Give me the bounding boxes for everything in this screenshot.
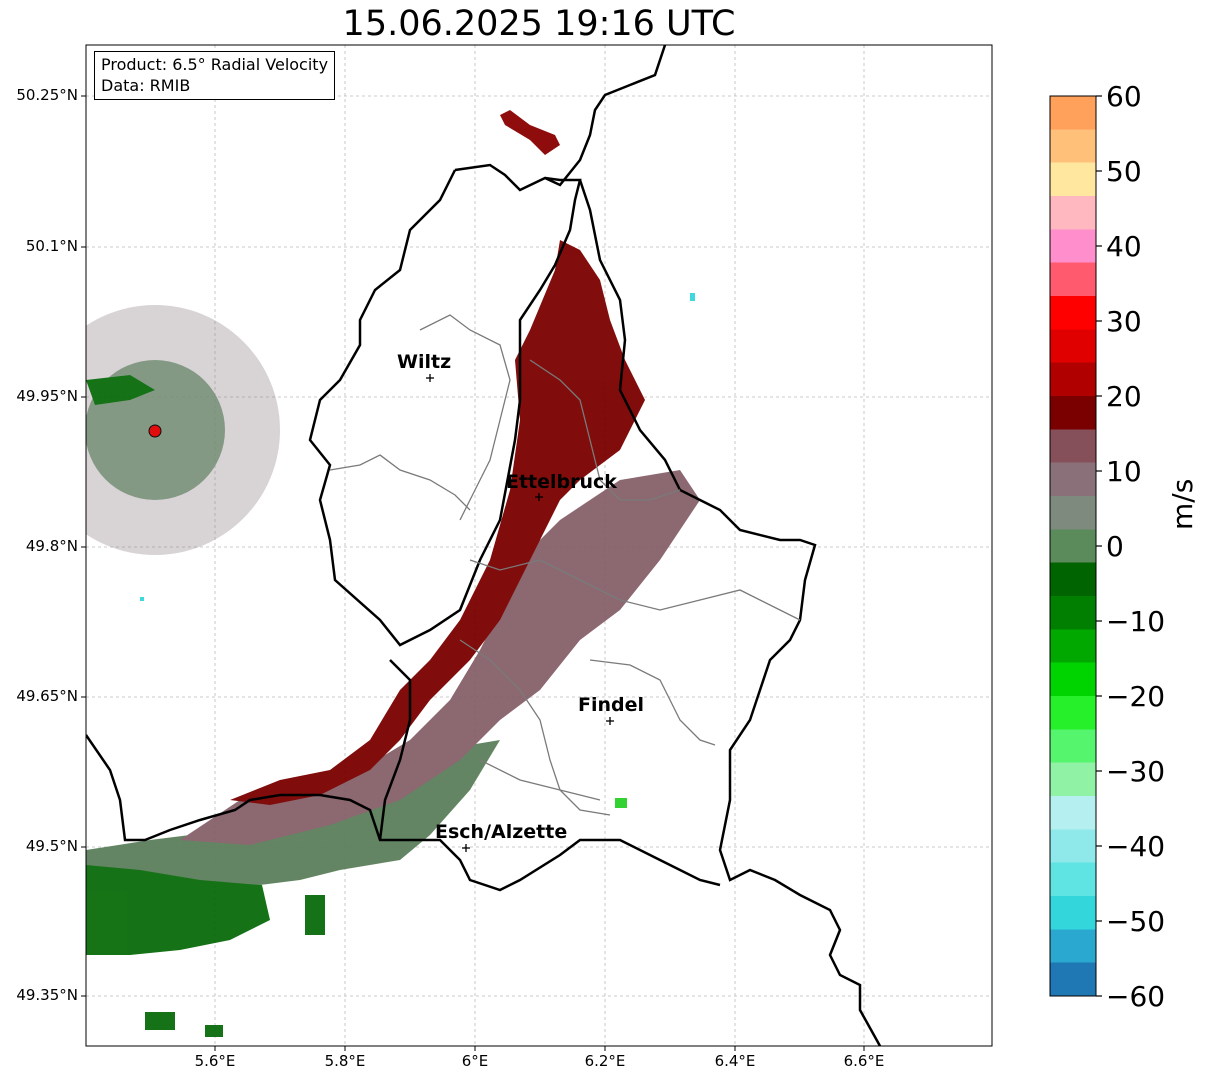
- colorbar-unit: m/s: [1166, 478, 1199, 530]
- x-label-6.2: 6.2°E: [584, 1052, 626, 1070]
- colorbar-tick-label: 10: [1106, 455, 1142, 488]
- colorbar-tick-label: −30: [1106, 755, 1166, 788]
- plot-frame: [85, 44, 993, 1047]
- colorbar-tick-label: 50: [1106, 155, 1142, 188]
- x-label-6: 6°E: [461, 1052, 489, 1070]
- colorbar-tick-label: 30: [1106, 305, 1142, 338]
- echo-green-grey: [86, 740, 500, 885]
- city-label-wiltz: Wiltz: [397, 351, 452, 373]
- product-info-box: Product: 6.5° Radial Velocity Data: RMIB: [94, 51, 336, 100]
- radar-cluster-green: [86, 375, 155, 405]
- colorbar-tick-label: 20: [1106, 380, 1142, 413]
- radar-echoes: [86, 110, 700, 1037]
- y-label-49.5: 49.5°N: [25, 837, 78, 855]
- border-mid: [378, 659, 412, 841]
- colorbar-tick-label: −40: [1106, 830, 1166, 863]
- colorbar-tick-label: 0: [1106, 530, 1124, 563]
- canton-borders: [329, 314, 801, 816]
- echo-mauve: [180, 470, 700, 845]
- map-title: 15.06.2025 19:16 UTC: [342, 4, 736, 44]
- data-source-label: Data: RMIB: [101, 76, 191, 95]
- city-marker-wiltz: [426, 374, 434, 382]
- x-label-6.6: 6.6°E: [843, 1052, 885, 1070]
- border-lux-east: [578, 179, 882, 1046]
- city-marker-esch: [462, 844, 470, 852]
- y-label-49.35: 49.35°N: [16, 986, 78, 1004]
- city-label-esch-alzette: Esch/Alzette: [435, 821, 568, 843]
- city-marker-ettelbruck: [535, 493, 543, 501]
- y-label-49.8: 49.8°N: [25, 537, 78, 555]
- y-label-50.1: 50.1°N: [25, 237, 78, 255]
- y-label-49.65: 49.65°N: [16, 687, 78, 705]
- colorbar-ticks: [1096, 95, 1102, 997]
- x-label-6.4: 6.4°E: [714, 1052, 756, 1070]
- city-markers: [426, 374, 614, 852]
- border-luxembourg: [308, 169, 582, 647]
- echo-dark-red-top: [500, 110, 560, 155]
- colorbar-tick-label: 40: [1106, 230, 1142, 263]
- y-label-50.25: 50.25°N: [16, 86, 78, 104]
- colorbar-tick-label: 60: [1106, 80, 1142, 113]
- country-borders: [86, 45, 882, 1046]
- border-south: [86, 734, 721, 892]
- city-label-findel: Findel: [578, 694, 645, 716]
- colorbar-tick-label: −60: [1106, 980, 1166, 1013]
- colorbar-tick-label: −10: [1106, 605, 1166, 638]
- colorbar-fill: [1050, 96, 1096, 996]
- product-label: Product: 6.5° Radial Velocity: [101, 55, 329, 74]
- echo-dark-red: [230, 240, 645, 805]
- echo-dark-green: [86, 850, 270, 955]
- x-label-5.6: 5.6°E: [194, 1052, 236, 1070]
- city-marker-findel: [606, 717, 614, 725]
- city-label-ettelbruck: Ettelbruck: [506, 471, 617, 493]
- y-label-49.95: 49.95°N: [16, 387, 78, 405]
- colorbar-tick-label: −50: [1106, 905, 1166, 938]
- colorbar: [1049, 95, 1102, 997]
- x-label-5.8: 5.8°E: [324, 1052, 366, 1070]
- border-lux-west: [454, 45, 667, 192]
- axis-ticks: [81, 95, 865, 1051]
- radar-site-marker: [148, 424, 162, 438]
- colorbar-tick-label: −20: [1106, 680, 1166, 713]
